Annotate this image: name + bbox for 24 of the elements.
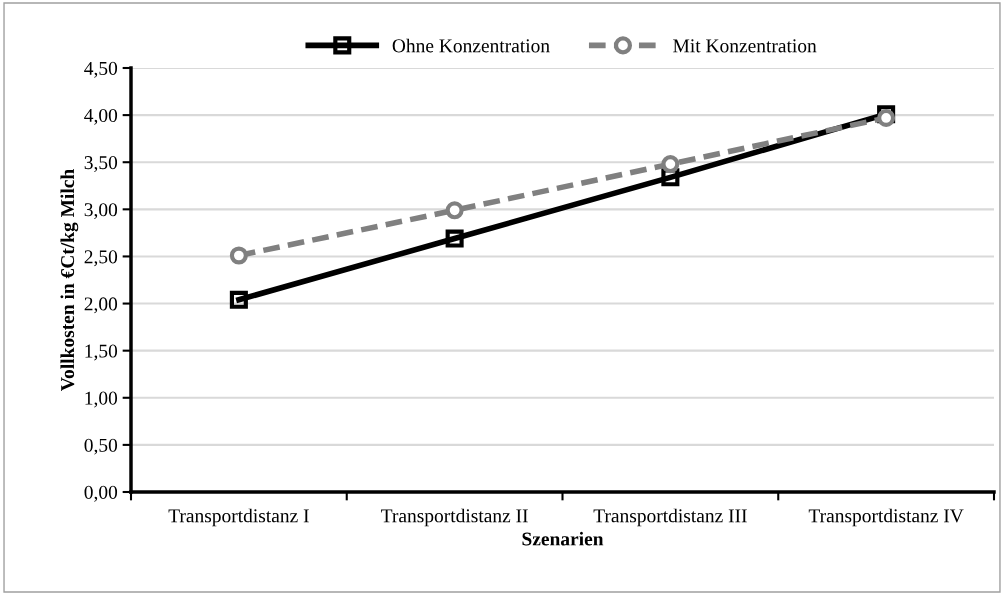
- x-axis-title: Szenarien: [522, 531, 604, 546]
- y-tick-label: 2,50: [84, 250, 118, 267]
- x-tick-label: Transportdistanz II: [381, 508, 528, 527]
- y-tick-label: 0,50: [84, 438, 118, 455]
- y-tick-label: 4,50: [84, 61, 118, 78]
- y-axis-title: Vollkosten in €Ct/kg Milch: [60, 169, 79, 391]
- y-tick-label: 1,00: [85, 391, 118, 408]
- legend-label: Mit Konzentration: [673, 39, 817, 53]
- y-tick-label: 2,00: [84, 297, 118, 314]
- point: [229, 290, 248, 309]
- y-tick-label: 3,00: [84, 203, 118, 220]
- point: [445, 229, 464, 248]
- point: [661, 168, 680, 187]
- x-tick-label: Transportdistanz I: [168, 508, 309, 527]
- point: [661, 155, 680, 174]
- legend-label: Ohne Konzentration: [392, 38, 550, 53]
- x-tick-label: Transportdistanz III: [593, 508, 747, 527]
- y-tick-label: 1,50: [85, 344, 118, 361]
- point: [229, 246, 248, 265]
- y-tick-label: 3,50: [84, 156, 118, 172]
- y-tick-label: 0,00: [84, 485, 118, 502]
- x-tick-label: Transportdistanz IV: [808, 508, 964, 527]
- point: [445, 201, 464, 220]
- y-tick-label: 4,00: [84, 108, 118, 125]
